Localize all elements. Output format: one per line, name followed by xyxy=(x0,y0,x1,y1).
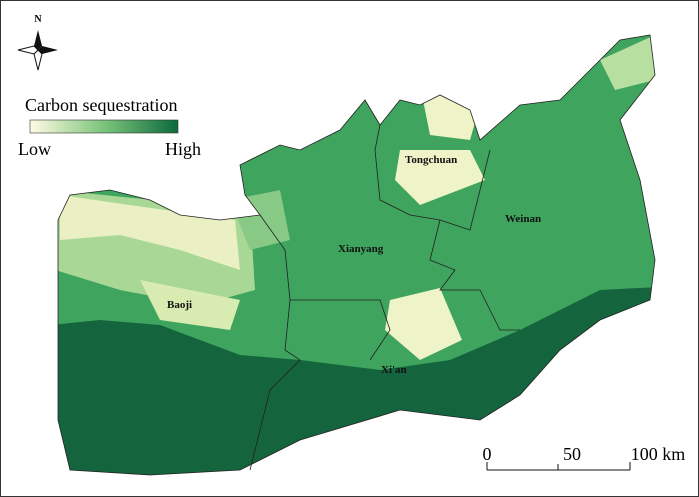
legend-title: Carbon sequestration xyxy=(25,95,177,115)
scale-label: 50 xyxy=(563,444,581,464)
legend-high: High xyxy=(165,139,201,159)
legend-gradient xyxy=(29,119,179,134)
region-label: Xianyang xyxy=(338,243,384,255)
scale-label: 100 km xyxy=(631,444,686,464)
boundaries xyxy=(57,34,656,476)
region-label: Baoji xyxy=(167,299,192,311)
region-label: Weinan xyxy=(505,213,541,225)
north-label: N xyxy=(34,14,42,25)
legend-low: Low xyxy=(18,139,51,159)
scale-bar xyxy=(486,462,631,471)
north-arrow: N xyxy=(17,14,58,71)
region-label: Xi'an xyxy=(381,364,407,376)
region-label: Tongchuan xyxy=(405,154,457,166)
scale-label: 0 xyxy=(483,444,492,464)
